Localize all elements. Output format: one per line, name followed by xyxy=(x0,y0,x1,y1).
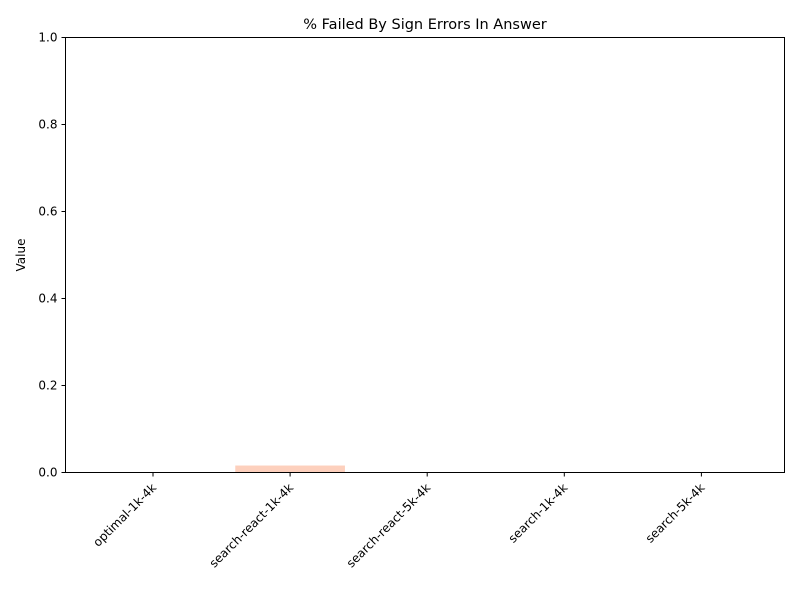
y-tick-label: 0.6 xyxy=(38,205,57,219)
x-tick-label: search-5k-4k xyxy=(643,481,708,546)
y-tick-label: 0.4 xyxy=(38,292,57,306)
x-tick-label: search-react-1k-4k xyxy=(207,481,297,571)
chart-title: % Failed By Sign Errors In Answer xyxy=(303,17,546,33)
plot-frame xyxy=(65,37,785,473)
y-axis-label: Value xyxy=(14,239,28,272)
x-tick-label: optimal-1k-4k xyxy=(90,481,159,550)
y-axis-ticks: 0.0 0.2 0.4 0.6 0.8 1.0 xyxy=(38,31,66,480)
y-tick-label: 0.2 xyxy=(38,379,57,393)
x-tick-label: search-react-5k-4k xyxy=(344,481,434,571)
bar-search-react-1k-4k xyxy=(235,465,345,473)
x-tick-label: search-1k-4k xyxy=(506,481,571,546)
bars-group xyxy=(235,465,345,473)
x-axis-ticks: optimal-1k-4k search-react-1k-4k search-re… xyxy=(90,472,708,571)
y-tick-label: 0.0 xyxy=(38,466,57,480)
y-tick-label: 0.8 xyxy=(38,118,57,132)
y-tick-label: 1.0 xyxy=(38,31,57,45)
